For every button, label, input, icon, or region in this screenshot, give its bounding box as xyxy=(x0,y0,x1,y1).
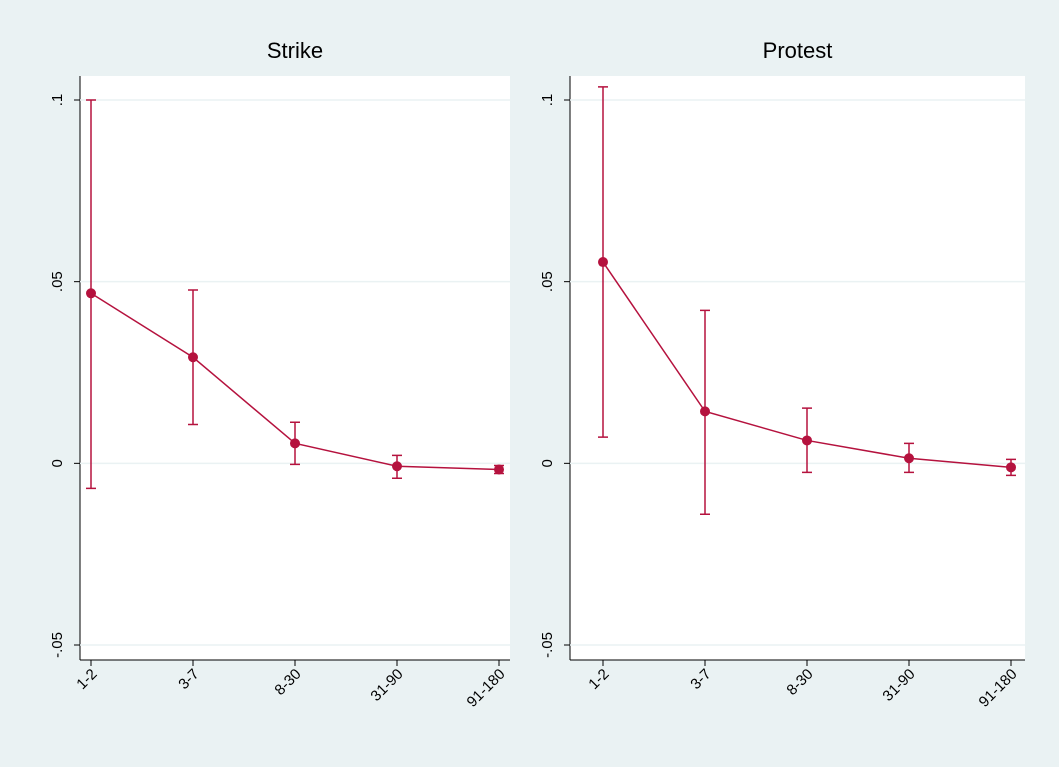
marker xyxy=(700,406,710,417)
y-tick-label: 0 xyxy=(539,459,556,467)
chart-title: Strike xyxy=(267,38,323,63)
marker xyxy=(598,257,608,268)
plot-area xyxy=(80,76,510,660)
y-tick-label: -.05 xyxy=(539,632,556,658)
marker xyxy=(188,352,198,363)
marker xyxy=(290,438,300,449)
y-tick-label: .05 xyxy=(49,271,66,292)
y-tick-label: .05 xyxy=(539,271,556,292)
marker xyxy=(802,435,812,446)
y-tick-label: -.05 xyxy=(49,632,66,658)
marker xyxy=(494,464,504,475)
marker xyxy=(1006,462,1016,473)
marker xyxy=(904,453,914,464)
y-tick-label: .1 xyxy=(539,94,556,107)
marker xyxy=(86,288,96,299)
plot-area xyxy=(570,76,1025,660)
chart-title: Protest xyxy=(763,38,833,63)
marker xyxy=(392,461,402,472)
y-tick-label: 0 xyxy=(49,459,66,467)
y-tick-label: .1 xyxy=(49,94,66,107)
